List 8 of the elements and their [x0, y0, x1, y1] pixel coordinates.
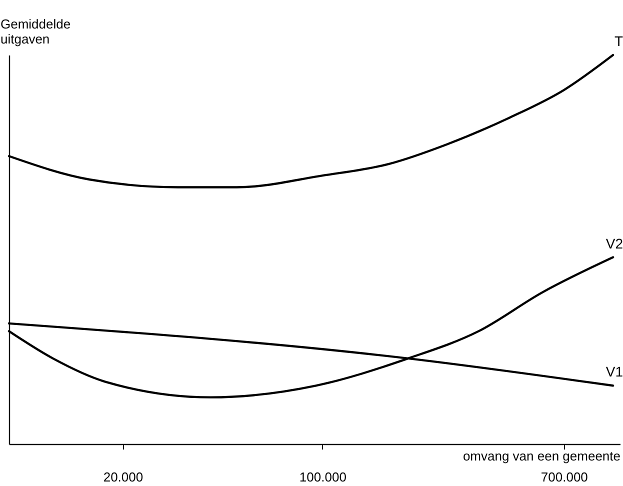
x-tick-label: 100.000	[299, 470, 346, 484]
x-tick-label: 20.000	[103, 470, 144, 484]
series-label: V1	[606, 364, 623, 380]
series-label: V2	[606, 235, 623, 252]
y-axis-title: Gemiddelde uitgaven	[0, 16, 71, 46]
x-axis-title: omvang van een gemeente	[462, 448, 620, 464]
series-label: T	[614, 33, 623, 49]
x-tick-label: 700.000	[540, 470, 588, 484]
